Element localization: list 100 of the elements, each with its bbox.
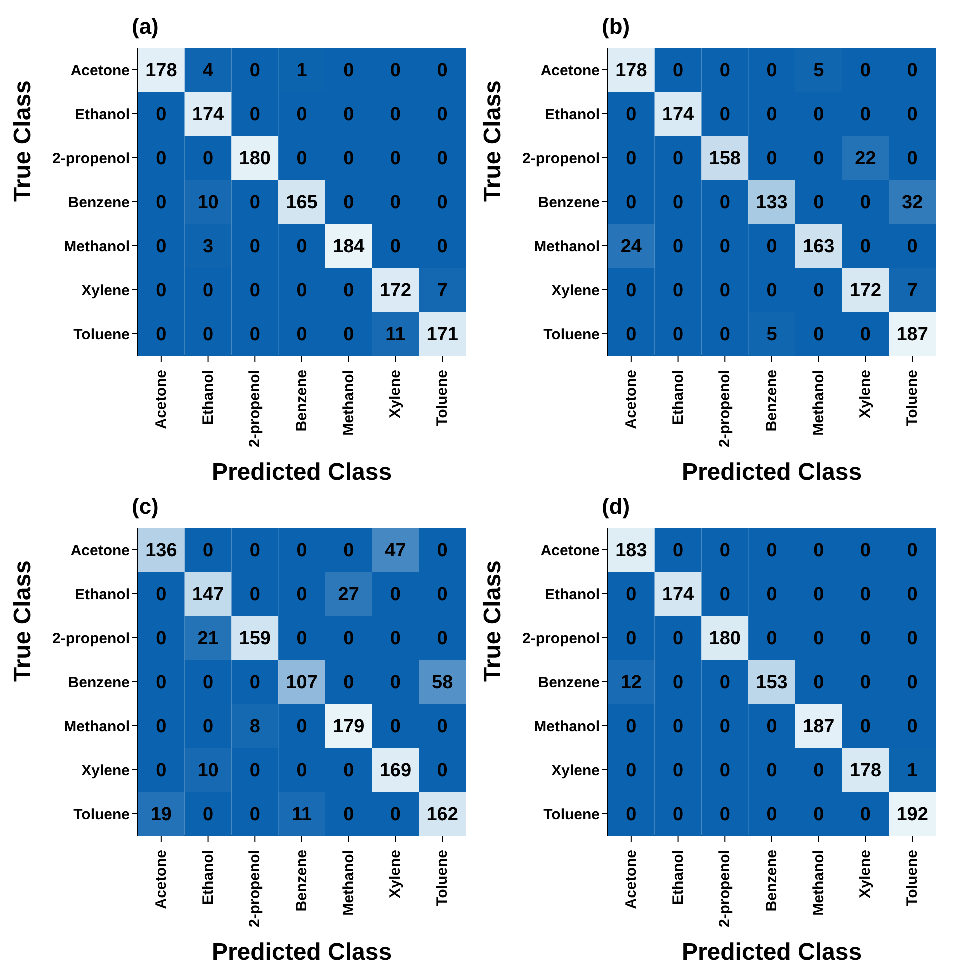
x-tick-label: Methanol	[340, 850, 358, 916]
data-label: 0	[814, 104, 824, 126]
data-label: 183	[616, 540, 648, 562]
data-label: 24	[620, 236, 642, 258]
data-label: 0	[672, 540, 684, 562]
data-label: 187	[803, 716, 835, 738]
y-tick-label: Methanol	[534, 238, 600, 256]
data-label: 0	[296, 148, 308, 170]
data-label: 0	[344, 280, 354, 302]
y-tick-label: Ethanol	[75, 106, 130, 124]
data-label: 0	[860, 672, 872, 694]
data-label: 0	[672, 324, 684, 346]
y-tick-label: Xylene	[82, 762, 130, 780]
data-label: 0	[720, 104, 730, 126]
data-label: 0	[672, 760, 684, 782]
data-label: 0	[344, 104, 354, 126]
data-label: 174	[662, 584, 695, 606]
y-axis-title: True Class	[480, 80, 507, 202]
data-label: 0	[814, 628, 824, 650]
y-axis-title: True Class	[10, 560, 37, 682]
data-label: 179	[333, 716, 365, 738]
data-label: 165	[286, 192, 318, 214]
data-label: 0	[720, 192, 730, 214]
data-label: 0	[390, 192, 402, 214]
data-label: 11	[292, 804, 312, 826]
y-tick-label: Xylene	[552, 762, 600, 780]
y-tick-label: Methanol	[64, 718, 130, 736]
data-label: 0	[907, 236, 918, 258]
data-label: 32	[902, 192, 924, 214]
data-label: 0	[390, 584, 402, 606]
data-label: 0	[626, 628, 637, 650]
data-label: 27	[338, 584, 360, 606]
data-label: 178	[146, 60, 178, 82]
data-label: 0	[766, 760, 778, 782]
data-label: 158	[709, 148, 741, 170]
data-label: 0	[156, 192, 167, 214]
data-label: 0	[672, 716, 684, 738]
data-label: 107	[286, 672, 318, 694]
data-label: 171	[426, 324, 459, 346]
x-tick-label: Methanol	[810, 850, 828, 916]
data-label: 0	[296, 540, 308, 562]
data-label: 0	[202, 148, 214, 170]
data-label: 21	[198, 628, 220, 650]
data-label: 5	[766, 324, 778, 346]
chart-title: (a)	[132, 14, 159, 40]
y-tick-label: 2-propenol	[522, 150, 600, 168]
data-label: 0	[720, 760, 730, 782]
data-label: 0	[437, 716, 448, 738]
data-label: 22	[855, 148, 876, 170]
data-label: 0	[344, 148, 354, 170]
y-axis-title: True Class	[480, 560, 507, 682]
data-label: 0	[626, 804, 637, 826]
y-tick-label: Acetone	[70, 62, 130, 80]
y-tick-label: Methanol	[534, 718, 600, 736]
data-label: 7	[437, 280, 448, 302]
data-label: 174	[192, 104, 225, 126]
x-tick-label: Ethanol	[670, 850, 687, 905]
x-tick-label: Benzene	[764, 850, 780, 912]
data-label: 0	[437, 192, 448, 214]
data-label: 172	[850, 280, 882, 302]
x-tick-label: 2-propenol	[716, 850, 734, 928]
data-label: 0	[156, 104, 167, 126]
data-label: 0	[344, 804, 354, 826]
data-label: 0	[390, 628, 402, 650]
data-label: 0	[672, 192, 684, 214]
x-axis-title: Predicted Class	[212, 939, 392, 966]
x-tick-label: Benzene	[294, 850, 310, 912]
x-axis-title: Predicted Class	[682, 459, 862, 486]
data-label: 0	[250, 804, 260, 826]
y-tick-label: 2-propenol	[52, 630, 130, 648]
data-label: 0	[626, 280, 637, 302]
data-label: 0	[250, 236, 260, 258]
data-label: 0	[672, 280, 684, 302]
data-label: 0	[437, 584, 448, 606]
data-label: 0	[626, 192, 637, 214]
data-label: 0	[344, 628, 354, 650]
data-label: 0	[250, 280, 260, 302]
data-label: 0	[860, 192, 872, 214]
data-label: 0	[390, 804, 402, 826]
data-label: 159	[239, 628, 271, 650]
data-label: 136	[146, 540, 178, 562]
x-tick-label: 2-propenol	[246, 370, 264, 448]
x-tick-label: Methanol	[340, 370, 358, 436]
data-label: 0	[720, 236, 730, 258]
data-label: 180	[709, 628, 741, 650]
data-label: 0	[296, 716, 308, 738]
x-tick-label: Benzene	[764, 370, 780, 432]
data-label: 8	[250, 716, 260, 738]
data-label: 0	[156, 236, 167, 258]
data-label: 0	[156, 760, 167, 782]
y-tick-label: Benzene	[538, 194, 600, 212]
x-axis-title: Predicted Class	[212, 459, 392, 486]
x-tick-label: Xylene	[857, 370, 874, 418]
y-axis-title: True Class	[10, 80, 37, 202]
data-label: 0	[626, 148, 637, 170]
data-label: 0	[437, 760, 448, 782]
chart-title: (c)	[132, 494, 159, 520]
data-label: 0	[672, 672, 684, 694]
data-label: 0	[766, 280, 778, 302]
data-label: 0	[860, 628, 872, 650]
